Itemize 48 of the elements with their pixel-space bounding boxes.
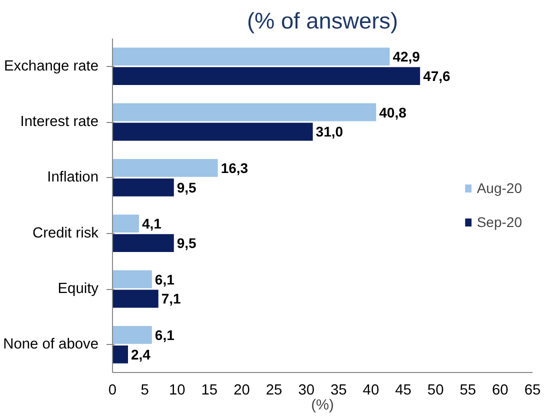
bar <box>112 178 174 196</box>
bar <box>112 234 174 252</box>
bar <box>112 290 158 308</box>
x-tick-label: 65 <box>524 382 541 398</box>
data-label: 6,1 <box>154 271 175 288</box>
x-tick-label: 0 <box>108 382 117 398</box>
y-tick-label: Exchange rate <box>4 58 98 74</box>
x-tick-label: 30 <box>298 382 315 398</box>
x-tick-label: 35 <box>330 382 347 398</box>
data-label: 9,5 <box>176 235 197 252</box>
x-tick-label: 40 <box>362 382 380 398</box>
bar <box>112 270 152 288</box>
chart-title: (% of answers) <box>246 8 398 34</box>
data-label: 2,4 <box>131 346 151 362</box>
x-tick-label: 50 <box>427 382 444 398</box>
x-tick-label: 60 <box>492 382 508 398</box>
data-label: 31,0 <box>316 124 344 140</box>
y-tick-label: Inflation <box>47 170 99 186</box>
y-tick-label: Interest rate <box>20 114 99 130</box>
data-label: 42,9 <box>392 48 420 65</box>
x-tick-label: 20 <box>234 382 250 398</box>
data-label: 9,5 <box>176 179 197 196</box>
bar <box>112 214 139 233</box>
x-tick-label: 10 <box>168 382 186 398</box>
data-label: 40,8 <box>379 104 407 120</box>
bar <box>112 103 376 122</box>
bar <box>112 326 152 344</box>
x-tick-label: 5 <box>140 382 149 398</box>
bar <box>112 48 390 66</box>
y-tick-label: Equity <box>58 281 100 297</box>
data-label: 7,1 <box>161 290 182 307</box>
bar <box>112 67 420 86</box>
data-label: 4,1 <box>142 216 162 232</box>
bar <box>112 122 313 141</box>
x-tick-label: 25 <box>266 382 282 398</box>
x-axis-title: (%) <box>311 398 334 414</box>
y-tick-label: Credit risk <box>32 225 100 242</box>
bar <box>112 345 128 364</box>
data-label: 16,3 <box>220 160 248 176</box>
legend-label: Sep-20 <box>476 214 522 230</box>
data-label: 6,1 <box>154 326 175 343</box>
bar <box>112 158 218 177</box>
data-label: 47,6 <box>423 68 451 84</box>
y-tick-label: None of above <box>3 336 99 353</box>
x-tick-label: 55 <box>460 382 476 398</box>
legend-label: Aug-20 <box>476 180 522 196</box>
x-tick-label: 45 <box>395 382 412 398</box>
x-tick-label: 15 <box>201 382 218 398</box>
